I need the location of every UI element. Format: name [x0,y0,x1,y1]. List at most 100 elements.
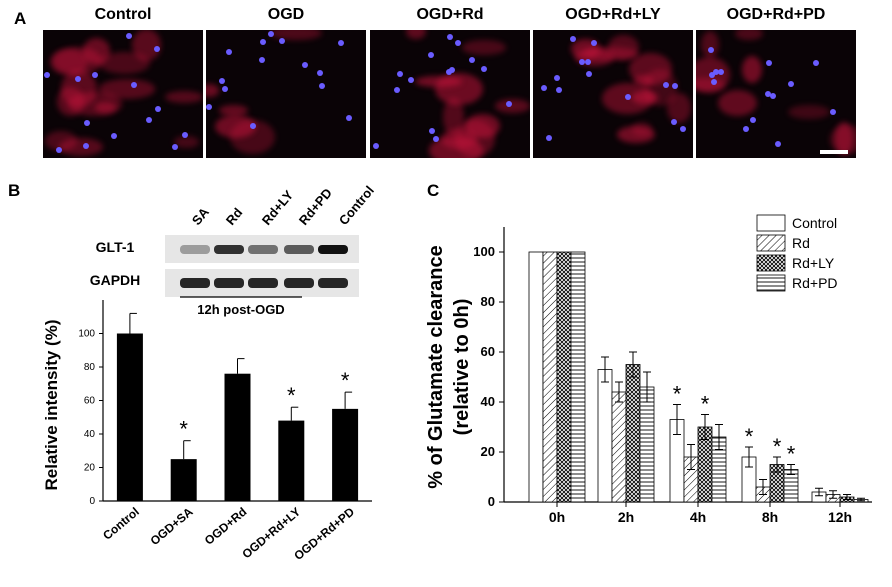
cell-body [461,40,506,55]
nucleus [83,120,90,127]
nucleus [709,71,716,78]
nucleus [447,34,454,41]
gapdh-band [180,278,210,288]
nucleus [545,134,552,141]
nucleus [338,39,345,46]
nucleus [44,72,51,79]
cell-body [98,79,155,99]
cell-body [164,90,203,103]
micrograph-image [533,30,693,158]
nucleus [584,59,591,66]
legend-swatch [756,234,786,252]
panel-c-bar [597,369,613,503]
nucleus [218,77,225,84]
nucleus [345,114,352,121]
panel-c-category-label: 4h [690,509,706,525]
cell-body [405,30,427,39]
nucleus [569,36,576,42]
cell-body [455,119,496,158]
cell-body [494,99,530,113]
nucleus [579,58,586,65]
nucleus [83,142,89,149]
cell-body [634,74,654,87]
nucleus [250,123,257,130]
micrograph-image [43,30,203,158]
nucleus [506,100,513,107]
nucleus [770,92,777,99]
cell-body [629,53,672,86]
micrograph-image [370,30,530,158]
panel-c-ylabel: % of Glutamate clearance [425,245,447,488]
nucleus [480,66,487,73]
panel-c-category-label: 12h [828,509,852,525]
panel-c-letter: C [427,181,440,200]
nucleus [226,49,233,56]
nucleus [259,57,266,64]
panel-b-bar [224,373,251,501]
cell-body [82,38,110,64]
cell-body [718,90,758,117]
legend-swatch [756,254,786,272]
nucleus [449,67,456,74]
legend-label: Rd+LY [792,255,835,271]
nucleus [829,109,836,116]
cell-body [608,34,640,61]
cell-body [741,55,763,84]
nucleus [813,60,820,67]
micrograph-title: OGD+Rd+LY [565,6,661,23]
nucleus [554,74,561,81]
panel-b-ytick-label: 20 [84,463,96,474]
panel-b-bar [116,333,143,501]
panel-b-significance: * [287,383,296,408]
panel-c-category-label: 0h [549,509,565,525]
micrograph-title: Control [94,6,152,23]
panel-c-bar [570,251,586,503]
nucleus [301,61,308,68]
gapdh-band [318,278,348,288]
nucleus [155,105,162,112]
panel-b-ylabel: Relative intensity (%) [42,320,61,491]
panel-c-ytick-label: 80 [481,294,495,309]
nucleus [171,144,178,151]
nucleus [428,51,435,58]
nucleus [319,83,326,90]
panel-b-ytick-label: 60 [84,396,96,407]
nucleus [662,82,669,89]
glt1-band [180,245,210,254]
cell-body [50,49,88,75]
panel-b-significance: * [179,417,188,442]
nucleus [56,146,63,153]
cell-body [58,138,104,157]
panel-c-ytick-label: 100 [473,244,495,259]
glt1-band [318,245,348,254]
nucleus [407,77,414,84]
micrograph-title: OGD+Rd+PD [726,6,826,23]
cell-body [219,104,248,116]
nucleus [625,93,632,100]
cell-body [415,76,463,88]
panel-c-significance: * [745,424,754,449]
cell-body [56,87,85,117]
nucleus [712,68,719,75]
cell-body [465,114,501,139]
cell-body [700,30,720,58]
nucleus [373,143,380,150]
micrograph-title: OGD+Rd [416,6,484,23]
panel-c-bar [625,364,641,503]
cell-body [667,93,691,123]
blot-row-gapdh: GAPDH [90,272,141,288]
micrograph-image [206,30,366,158]
nucleus [455,40,462,47]
panel-c-ytick-label: 60 [481,344,495,359]
panel-b-ytick-label: 100 [78,329,95,340]
glt1-band [284,245,314,254]
nucleus [206,103,213,110]
nucleus [432,135,439,142]
cell-body [173,136,199,148]
cell-body [131,30,161,62]
cell-body [631,90,658,105]
cell-body [835,121,854,156]
nucleus [279,37,286,44]
